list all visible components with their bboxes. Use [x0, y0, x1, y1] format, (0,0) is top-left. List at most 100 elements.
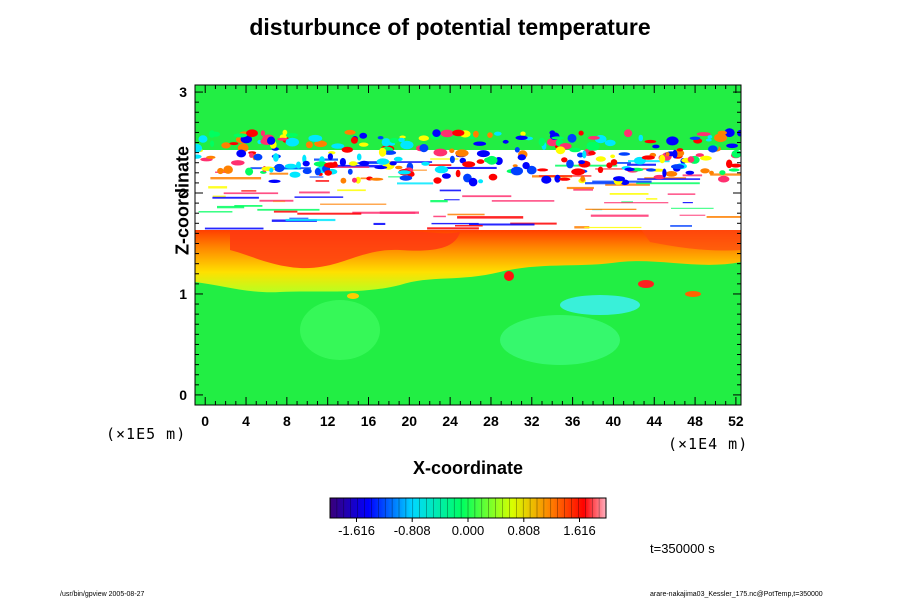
oscillation-cell [468, 177, 478, 187]
y-axis-label: Z-coordinate [172, 146, 193, 256]
x-tick-label: 48 [687, 413, 703, 429]
oscillation-cell [731, 149, 741, 158]
x-tick-label: 36 [565, 413, 581, 429]
band-streak [538, 175, 592, 177]
oscillation-cell [253, 153, 263, 161]
oscillation-cell [597, 166, 604, 173]
oscillation-cell [588, 151, 596, 156]
band-streak [217, 205, 245, 209]
oscillation-cell [221, 142, 231, 149]
band-streak [613, 162, 631, 164]
band-streak [585, 182, 619, 185]
oscillation-cell [331, 143, 345, 149]
oscillation-cell [440, 129, 454, 138]
oscillation-cell [452, 129, 465, 137]
oscillation-cell [267, 136, 276, 145]
oscillation-cell [378, 147, 387, 157]
oscillation-cell [210, 140, 215, 147]
oscillation-cell [418, 135, 429, 141]
warm-spot [685, 291, 701, 297]
cool-anomaly [560, 295, 640, 315]
oscillation-cell [210, 131, 221, 137]
oscillation-cell [374, 165, 388, 170]
band-streak [469, 223, 535, 226]
band-streak [397, 182, 434, 185]
oscillation-cell [395, 165, 403, 170]
oscillation-cell [685, 170, 695, 175]
oscillation-cell [389, 161, 397, 166]
band-streak [637, 178, 701, 180]
band-streak [605, 183, 650, 186]
band-streak [269, 172, 289, 175]
oscillation-cell [522, 162, 530, 170]
oscillation-cell [434, 165, 449, 174]
time-label: t=350000 s [650, 541, 715, 556]
oscillation-cell [419, 144, 429, 153]
oscillation-cell [350, 136, 358, 144]
warm-spot [638, 280, 654, 288]
oscillation-cell [455, 169, 461, 178]
band-streak [667, 193, 696, 195]
oscillation-cell [302, 160, 310, 167]
band-streak [682, 202, 693, 204]
band-streak [360, 177, 371, 180]
oscillation-cell [695, 153, 704, 157]
oscillation-cell [292, 133, 298, 137]
x-axis-unit: (×1E4 m) [668, 435, 749, 453]
oscillation-cell [389, 137, 399, 144]
oscillation-cell [327, 153, 333, 161]
oscillation-cell [486, 155, 498, 165]
oscillation-cell [537, 168, 549, 172]
oscillation-cell [369, 177, 384, 181]
band-streak [609, 193, 649, 195]
band-streak [574, 226, 590, 229]
oscillation-cell [730, 163, 741, 168]
oscillation-cell [561, 157, 568, 163]
warm-core [640, 228, 741, 251]
oscillation-cell [662, 168, 667, 178]
x-tick-label: 44 [646, 413, 662, 429]
oscillation-cell [400, 140, 414, 150]
oscillation-cell [567, 133, 577, 143]
oscillation-cell [381, 138, 391, 147]
oscillation-cell [305, 141, 313, 149]
oscillation-cell [665, 171, 678, 177]
oscillation-cell [641, 155, 655, 160]
band-streak [585, 208, 637, 210]
oscillation-cell [578, 160, 585, 165]
band-streak [462, 195, 512, 198]
band-streak [314, 158, 338, 161]
oscillation-cell [718, 175, 730, 183]
band-streak [257, 208, 320, 211]
oscillation-cell [644, 139, 657, 144]
band-streak [644, 177, 687, 180]
oscillation-cell [339, 157, 346, 167]
oscillation-cell [700, 155, 712, 161]
band-streak [210, 177, 262, 180]
oscillation-cell [696, 132, 711, 137]
oscillation-cell [665, 152, 670, 157]
colorbar-divisions [336, 498, 600, 518]
oscillation-cell [393, 156, 403, 162]
band-streak [566, 186, 594, 190]
oscillation-cell [737, 130, 741, 137]
oscillation-cell [195, 143, 203, 153]
oscillation-cell [700, 168, 710, 174]
oscillation-cell [449, 148, 455, 154]
y-tick-label: 3 [179, 84, 187, 100]
band-streak [682, 174, 703, 177]
oscillation-cell [714, 133, 727, 143]
colorbar-tick-label: 0.000 [452, 523, 485, 538]
y-axis: 0 1 2 3 [179, 84, 741, 403]
oscillation-cell [229, 142, 239, 146]
oscillation-cell [624, 167, 635, 172]
oscillation-cell [610, 159, 618, 166]
band-streak [364, 161, 433, 163]
x-tick-label: 40 [606, 413, 622, 429]
oscillation-cell [399, 175, 413, 181]
band-streak [428, 164, 452, 166]
band-streak [679, 214, 706, 216]
oscillation-cell [358, 160, 370, 166]
band-streak [670, 225, 692, 227]
